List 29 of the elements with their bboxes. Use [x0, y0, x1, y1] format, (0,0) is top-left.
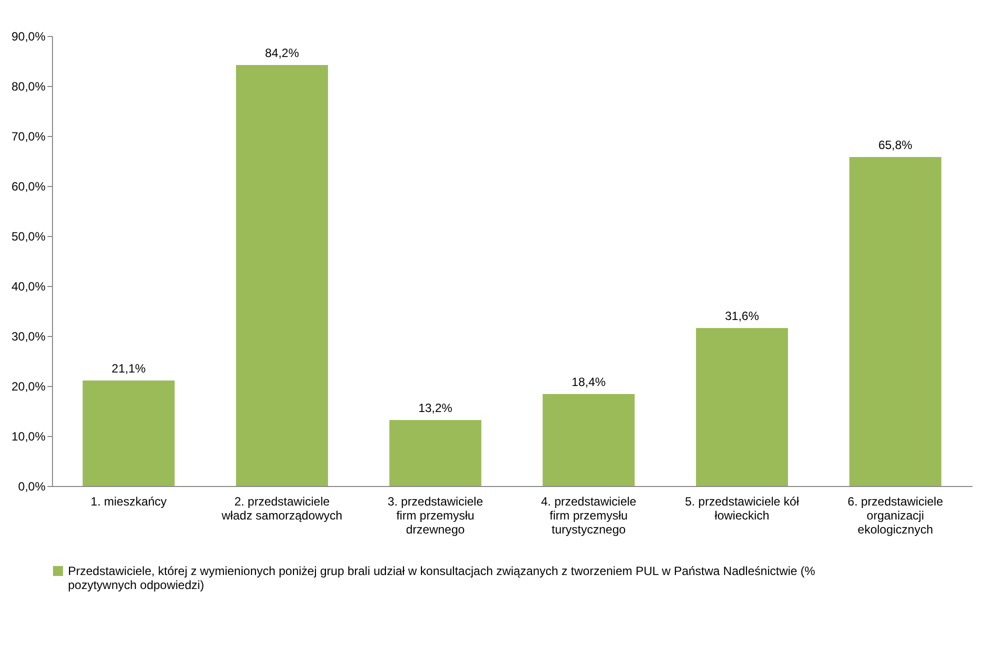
y-tick-label: 30,0%	[11, 330, 46, 344]
bar	[542, 394, 635, 486]
bar	[696, 328, 788, 486]
y-tick-label: 60,0%	[11, 180, 46, 194]
y-tick-label: 90,0%	[11, 30, 46, 44]
x-tick-label: 6. przedstawiciele organizacji ekologicznych	[848, 494, 944, 536]
y-tick-label: 40,0%	[11, 280, 46, 294]
text: 65,8%	[878, 138, 912, 152]
y-tick-label: 20,0%	[11, 380, 46, 394]
y-tick-label: 0,0%	[18, 480, 46, 494]
y-tick-label: 10,0%	[11, 430, 46, 444]
x-tick-label: 5. przedstawiciele kół łowieckich	[684, 494, 800, 522]
x-tick-label: 1. mieszkańcy	[90, 494, 167, 508]
y-tick-label: 50,0%	[11, 230, 46, 244]
bar	[82, 380, 175, 486]
y-tick-label: 70,0%	[11, 130, 46, 144]
legend-label: Przedstawiciele, której z wymienionych poniżej grup brali udział w konsultacjach związanych z tworzeniem PUL w Państwa Nadleśnictwie (% pozytywnych odpowiedzi)	[68, 564, 816, 592]
bar	[236, 65, 328, 486]
text: 31,6%	[724, 309, 760, 323]
text: 13,2%	[418, 401, 452, 415]
x-tick-label: 4. przedstawiciele firm przemysłu turystycznego	[540, 494, 637, 536]
bar	[389, 420, 482, 486]
text: 18,4%	[572, 375, 606, 389]
text: 84,2%	[264, 46, 300, 60]
text: 21,1%	[112, 362, 146, 376]
y-tick-label: 80,0%	[11, 80, 46, 94]
x-tick-label: 2. przedstawiciele władz samorządowych	[220, 494, 342, 522]
x-tick-label: 3. przedstawiciele firm przemysłu drzewnego	[388, 494, 484, 536]
bar	[849, 157, 942, 486]
